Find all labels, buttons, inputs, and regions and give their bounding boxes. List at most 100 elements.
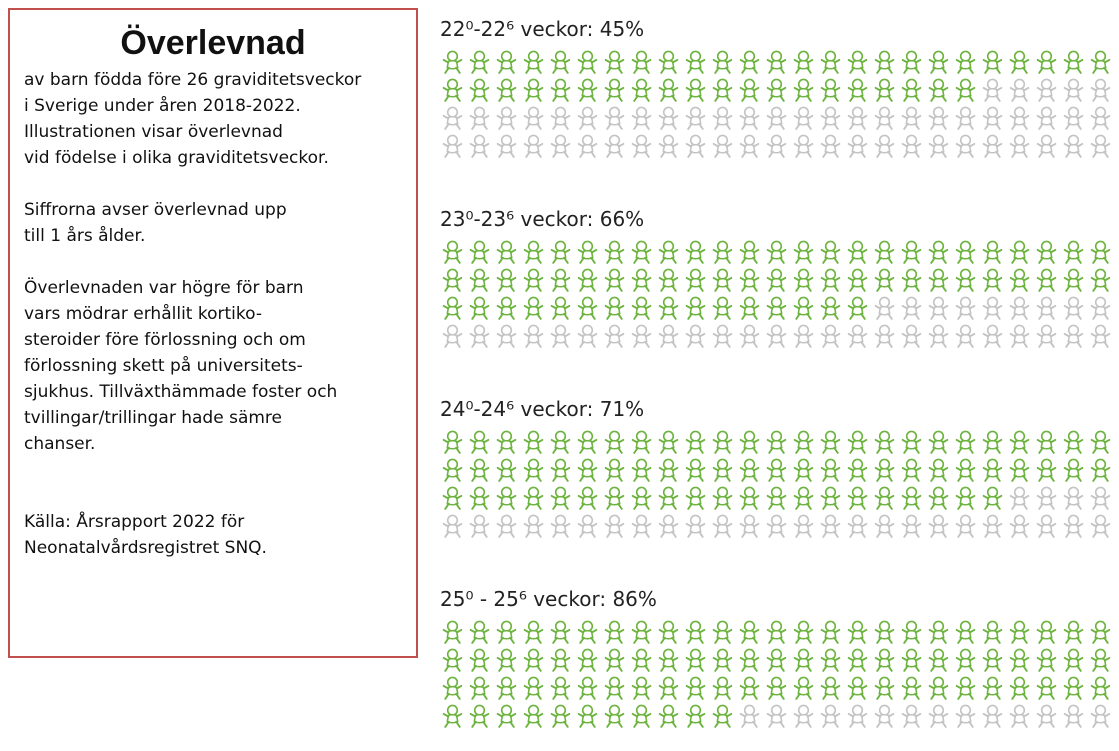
icon-empty [577, 324, 598, 348]
icon-filled [712, 486, 733, 510]
icon-empty [523, 324, 544, 348]
icon-filled [442, 704, 463, 728]
paragraph: Överlevnaden var högre för barn vars mödr… [24, 275, 402, 457]
icon-filled [604, 620, 625, 644]
icon-filled [1036, 240, 1057, 264]
group-label: 23⁰-23⁶ veckor: 66% [440, 207, 644, 231]
icon-empty [712, 134, 733, 158]
icon-filled [712, 648, 733, 672]
icon-empty [1090, 296, 1111, 320]
icon-filled [820, 676, 841, 700]
icon-filled [874, 458, 895, 482]
icon-filled [766, 268, 787, 292]
icon-filled [685, 486, 706, 510]
icon-filled [1036, 50, 1057, 74]
icon-filled [766, 78, 787, 102]
icon-empty [1063, 296, 1084, 320]
icon-filled [847, 648, 868, 672]
icon-filled [739, 240, 760, 264]
icon-filled [712, 268, 733, 292]
icon-filled [550, 486, 571, 510]
icon-empty [847, 704, 868, 728]
icon-filled [1090, 268, 1111, 292]
text-line: tvillingar/trillingar hade sämre [24, 408, 282, 428]
icon-filled [496, 704, 517, 728]
icon-filled [847, 50, 868, 74]
icon-empty [928, 134, 949, 158]
icon-empty [685, 514, 706, 538]
icon-empty [523, 106, 544, 130]
icon-filled [874, 486, 895, 510]
icon-filled [442, 486, 463, 510]
icon-filled [901, 458, 922, 482]
icon-filled [1063, 240, 1084, 264]
icon-filled [874, 268, 895, 292]
icon-filled [496, 78, 517, 102]
value-label: 86% [612, 587, 656, 611]
icon-empty [1009, 296, 1030, 320]
icon-filled [712, 50, 733, 74]
icon-empty [1063, 78, 1084, 102]
icon-empty [739, 134, 760, 158]
icon-filled [712, 240, 733, 264]
icon-filled [739, 296, 760, 320]
icon-filled [847, 430, 868, 454]
icon-empty [928, 514, 949, 538]
icon-filled [1009, 50, 1030, 74]
text-line: i Sverige under åren 2018-2022. [24, 96, 301, 116]
icon-filled [604, 648, 625, 672]
icon-empty [928, 704, 949, 728]
icon-filled [1063, 430, 1084, 454]
icon-empty [901, 134, 922, 158]
icon-filled [658, 430, 679, 454]
icon-empty [469, 134, 490, 158]
icon-empty [1063, 514, 1084, 538]
icon-empty [766, 106, 787, 130]
icon-filled [793, 486, 814, 510]
icon-filled [658, 296, 679, 320]
paragraph: Siffrorna avser överlevnad upp till 1 års… [24, 197, 402, 249]
icon-empty [847, 514, 868, 538]
icon-filled [847, 78, 868, 102]
icon-empty [847, 134, 868, 158]
icon-filled [658, 704, 679, 728]
icon-filled [793, 620, 814, 644]
icon-empty [523, 134, 544, 158]
icon-empty [469, 514, 490, 538]
icon-filled [523, 296, 544, 320]
paragraphs: av barn födda före 26 graviditetsveckor i… [24, 67, 402, 561]
icon-filled [658, 458, 679, 482]
icon-empty [550, 106, 571, 130]
icon-empty [469, 324, 490, 348]
text-line: Källa: Årsrapport 2022 för [24, 512, 245, 532]
icon-filled [658, 50, 679, 74]
icon-filled [955, 486, 976, 510]
icon-empty [1036, 514, 1057, 538]
icon-empty [955, 106, 976, 130]
icon-filled [1009, 648, 1030, 672]
icon-filled [820, 268, 841, 292]
icon-filled [928, 268, 949, 292]
icon-filled [685, 458, 706, 482]
icon-filled [982, 458, 1003, 482]
icon-empty [766, 324, 787, 348]
icon-filled [442, 648, 463, 672]
paragraph: Källa: Årsrapport 2022 för Neonatalvårdsr… [24, 509, 402, 561]
icon-empty [739, 514, 760, 538]
icon-filled [1009, 620, 1030, 644]
icon-empty [496, 106, 517, 130]
icon-filled [496, 50, 517, 74]
icon-filled [1036, 648, 1057, 672]
icon-empty [928, 296, 949, 320]
icon-filled [1063, 620, 1084, 644]
icon-empty [955, 704, 976, 728]
value-label: 71% [600, 397, 644, 421]
icon-empty [982, 324, 1003, 348]
icon-empty [712, 514, 733, 538]
icon-filled [523, 620, 544, 644]
icon-filled [955, 78, 976, 102]
icon-empty [874, 704, 895, 728]
icon-empty [739, 106, 760, 130]
icon-filled [982, 486, 1003, 510]
